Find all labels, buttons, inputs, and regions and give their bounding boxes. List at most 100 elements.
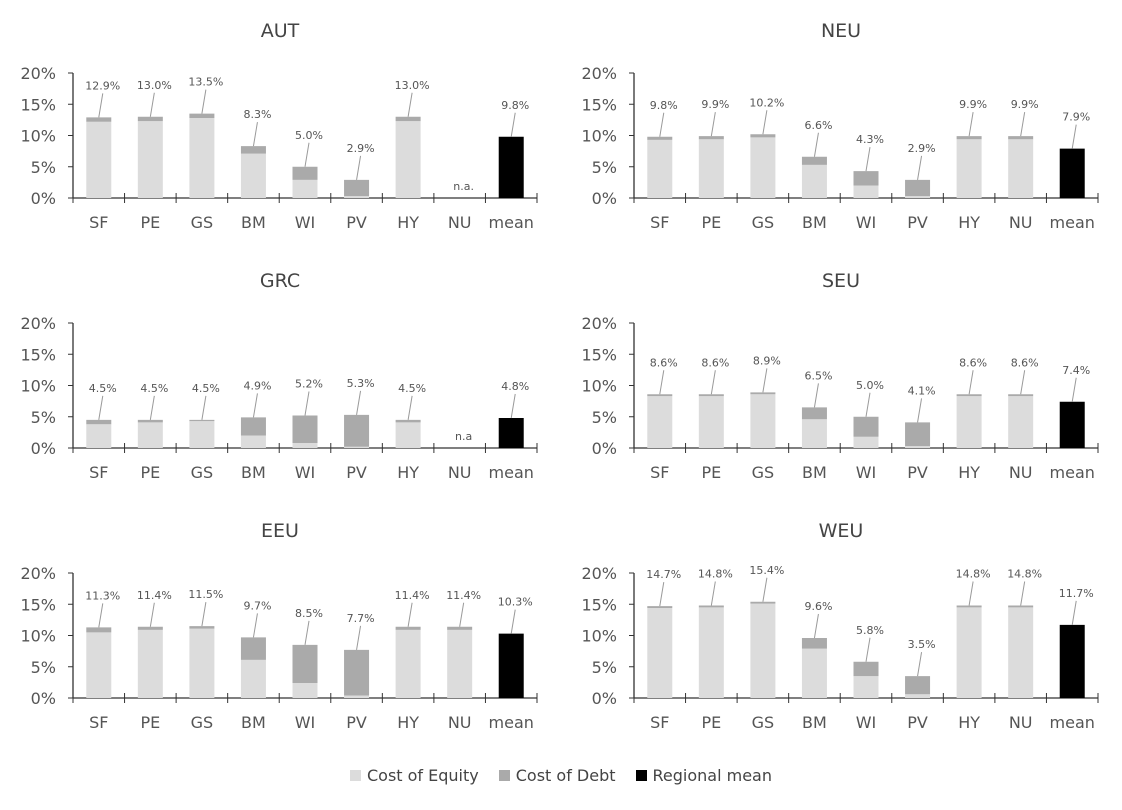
- legend: Cost of Equity Cost of Debt Regional mea…: [0, 766, 1122, 785]
- x-category-label: WI: [295, 713, 316, 732]
- bar-cost-of-equity: [292, 443, 318, 448]
- data-label: 11.4%: [446, 589, 481, 602]
- y-tick-label: 15%: [20, 595, 56, 614]
- bar-regional-mean: [498, 633, 524, 698]
- data-label: 5.0%: [856, 379, 884, 392]
- x-category-label: PE: [140, 213, 160, 232]
- label-leader-line: [813, 132, 819, 157]
- label-leader-line: [304, 391, 310, 416]
- bar-cost-of-equity: [750, 394, 776, 448]
- data-label: 13.0%: [137, 79, 172, 92]
- data-label: 10.3%: [498, 596, 533, 609]
- data-label: 8.6%: [650, 356, 678, 369]
- bar-cost-of-debt: [240, 637, 266, 660]
- label-leader-line: [201, 395, 207, 420]
- data-label: 9.8%: [501, 99, 529, 112]
- label-leader-line: [252, 122, 258, 147]
- bar-cost-of-debt: [801, 156, 827, 165]
- x-category-label: SF: [89, 463, 108, 482]
- label-leader-line: [356, 625, 362, 650]
- bar-cost-of-equity: [801, 419, 827, 448]
- bar-cost-of-debt: [1008, 394, 1034, 397]
- y-tick-label: 15%: [581, 345, 617, 364]
- legend-swatch-regional-mean: [635, 770, 647, 781]
- legend-swatch-cost-of-equity: [349, 770, 361, 781]
- y-tick-label: 5%: [31, 408, 56, 427]
- bar-cost-of-debt: [853, 416, 879, 437]
- bar-regional-mean: [1059, 148, 1085, 198]
- y-tick-label: 5%: [592, 408, 617, 427]
- chart-title: WEU: [819, 520, 864, 542]
- y-tick-label: 0%: [592, 189, 617, 208]
- bar-cost-of-debt: [647, 394, 673, 397]
- bar-cost-of-debt: [1008, 605, 1034, 608]
- chart-title: EEU: [261, 520, 299, 542]
- y-tick-label: 5%: [31, 158, 56, 177]
- data-label: 8.5%: [295, 607, 323, 620]
- bar-cost-of-equity: [137, 422, 163, 448]
- bar-cost-of-equity: [647, 608, 673, 698]
- x-category-label: SF: [650, 713, 669, 732]
- data-label: 4.5%: [192, 382, 220, 395]
- bar-regional-mean: [498, 136, 524, 198]
- data-label: 6.6%: [804, 119, 832, 132]
- x-category-label: GS: [191, 713, 214, 732]
- x-category-label: HY: [397, 213, 419, 232]
- label-leader-line: [459, 602, 465, 627]
- bar-cost-of-debt: [698, 136, 724, 140]
- bar-cost-of-debt: [86, 419, 112, 425]
- label-leader-line: [865, 392, 871, 417]
- bar-cost-of-equity: [956, 396, 982, 448]
- legend-item-cost-of-equity: Cost of Equity: [349, 766, 479, 785]
- y-tick-label: 20%: [20, 314, 56, 333]
- bar-cost-of-debt: [395, 116, 421, 122]
- label-leader-line: [762, 368, 768, 393]
- label-leader-line: [201, 89, 207, 114]
- label-leader-line: [917, 155, 923, 180]
- bar-cost-of-equity: [395, 629, 421, 698]
- bar-cost-of-equity: [853, 436, 879, 448]
- data-label: 8.6%: [701, 356, 729, 369]
- bar-cost-of-debt: [750, 134, 776, 138]
- x-category-label: mean: [1050, 213, 1095, 232]
- bar-cost-of-debt: [905, 179, 931, 197]
- data-label: 4.5%: [140, 382, 168, 395]
- bar-cost-of-debt: [344, 414, 370, 447]
- y-tick-label: 5%: [592, 658, 617, 677]
- bar-cost-of-equity: [750, 137, 776, 198]
- chart-panel-grc: GRC 0% 5% 10% 15% 20% SF 4.5% PE 4.5% GS 4.5% BM 4.9%…: [0, 250, 561, 500]
- bar-cost-of-debt: [1008, 136, 1034, 140]
- bar-cost-of-debt: [956, 605, 982, 608]
- bar-cost-of-debt: [86, 627, 112, 633]
- bar-cost-of-equity: [86, 632, 112, 698]
- bar-cost-of-debt: [137, 419, 163, 423]
- data-label: 14.7%: [646, 568, 681, 581]
- bar-cost-of-debt: [344, 179, 370, 197]
- data-label: 6.5%: [804, 369, 832, 382]
- data-label: 14.8%: [956, 568, 991, 581]
- data-label: n.a: [455, 430, 472, 443]
- bar-cost-of-equity: [447, 629, 473, 698]
- bar-regional-mean: [498, 418, 524, 448]
- chart-svg: EEU 0% 5% 10% 15% 20% SF 11.3% PE 11.4% GS 11.5% BM 9…: [20, 520, 538, 732]
- x-category-label: SF: [650, 213, 669, 232]
- label-leader-line: [356, 155, 362, 180]
- bar-cost-of-equity: [905, 694, 931, 698]
- data-label: 11.7%: [1059, 587, 1094, 600]
- bar-cost-of-equity: [905, 196, 931, 198]
- x-category-label: PV: [346, 713, 367, 732]
- data-label: 9.6%: [804, 600, 832, 613]
- y-tick-label: 5%: [31, 658, 56, 677]
- y-tick-label: 10%: [581, 377, 617, 396]
- x-category-label: PV: [907, 213, 928, 232]
- bar-cost-of-equity: [240, 659, 266, 698]
- bar-cost-of-equity: [1008, 607, 1034, 698]
- chart-panel-neu: NEU 0% 5% 10% 15% 20% SF 9.8% PE 9.9% GS 10.2% BM 6.6…: [561, 0, 1122, 250]
- bar-cost-of-equity: [189, 628, 215, 698]
- y-tick-label: 10%: [20, 627, 56, 646]
- chart-panel-seu: SEU 0% 5% 10% 15% 20% SF 8.6% PE 8.6% GS 8.9% BM 6.5%…: [561, 250, 1122, 500]
- data-label: 9.7%: [243, 599, 271, 612]
- x-category-label: WI: [295, 463, 316, 482]
- x-category-label: PE: [701, 463, 721, 482]
- bar-cost-of-equity: [853, 185, 879, 198]
